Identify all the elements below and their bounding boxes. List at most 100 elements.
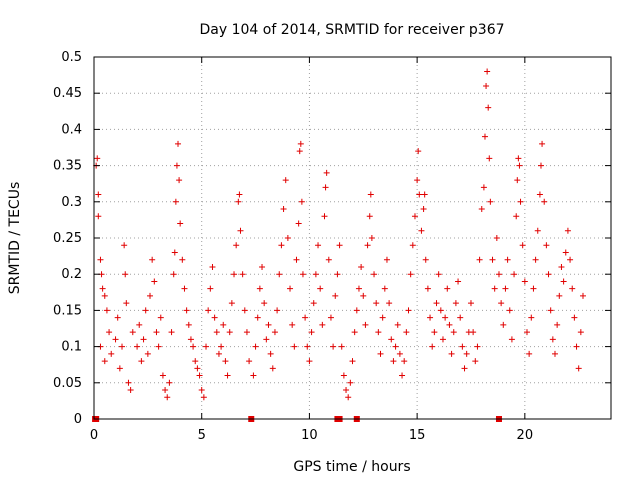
data-point: [442, 314, 449, 321]
data-point: [298, 198, 305, 205]
data-point: [336, 242, 343, 249]
data-point: [271, 329, 278, 336]
data-point: [405, 307, 412, 314]
data-point: [144, 350, 151, 357]
data-point: [360, 292, 367, 299]
data-point: [196, 372, 203, 379]
data-point: [476, 256, 483, 263]
x-tick-labels: 0 5 10 15 20: [90, 428, 533, 443]
data-point: [194, 365, 201, 372]
data-point: [322, 184, 329, 191]
data-point: [463, 350, 470, 357]
data-point: [330, 343, 337, 350]
data-point: [528, 314, 535, 321]
y-tick-label: 0.35: [53, 159, 82, 174]
data-point: [164, 394, 171, 401]
data-point: [203, 343, 210, 350]
data-point: [358, 263, 365, 270]
data-point: [259, 263, 266, 270]
data-point: [504, 256, 511, 263]
data-point: [295, 220, 302, 227]
data-point: [157, 314, 164, 321]
data-point: [122, 271, 129, 278]
data-point: [411, 213, 418, 220]
data-point: [562, 249, 569, 256]
data-point: [371, 271, 378, 278]
data-point: [420, 206, 427, 213]
y-tick-label: 0.3: [61, 195, 82, 210]
data-point: [534, 227, 541, 234]
data-point: [543, 242, 550, 249]
data-point: [287, 285, 294, 292]
data-point: [569, 285, 576, 292]
data-point: [116, 365, 123, 372]
x-axis-label: GPS time / hours: [293, 459, 410, 475]
data-point: [541, 198, 548, 205]
data-point: [312, 271, 319, 278]
data-point: [495, 271, 502, 278]
data-point: [431, 329, 438, 336]
chart-title: Day 104 of 2014, SRMTID for receiver p36…: [199, 22, 504, 38]
data-point: [280, 206, 287, 213]
data-point: [439, 336, 446, 343]
data-point: [228, 300, 235, 307]
data-point: [274, 307, 281, 314]
data-point: [250, 372, 257, 379]
data-point: [209, 263, 216, 270]
data-point: [367, 191, 374, 198]
data-point: [487, 198, 494, 205]
data-point: [101, 292, 108, 299]
data-point: [424, 285, 431, 292]
data-point: [345, 394, 352, 401]
data-point: [299, 271, 306, 278]
data-point: [293, 256, 300, 263]
data-point: [175, 140, 182, 147]
y-tick-label: 0.2: [61, 267, 82, 282]
data-point: [519, 242, 526, 249]
data-point: [332, 292, 339, 299]
data-point: [508, 336, 515, 343]
data-point: [364, 242, 371, 249]
data-point: [220, 321, 227, 328]
data-point: [114, 314, 121, 321]
data-point: [386, 300, 393, 307]
data-point: [237, 227, 244, 234]
data-point: [172, 198, 179, 205]
data-point: [224, 372, 231, 379]
x-tick-label: 5: [198, 428, 206, 443]
data-point: [409, 242, 416, 249]
data-point: [256, 285, 263, 292]
data-point: [493, 235, 500, 241]
data-point: [480, 184, 487, 191]
data-point: [564, 227, 571, 234]
x-tick-label: 10: [301, 428, 318, 443]
data-point: [549, 336, 556, 343]
data-point: [539, 140, 546, 147]
data-point: [567, 256, 574, 263]
data-point: [147, 292, 154, 299]
data-point: [575, 365, 582, 372]
data-point: [179, 256, 186, 263]
data-point: [403, 329, 410, 336]
data-point: [351, 329, 358, 336]
data-point: [396, 350, 403, 357]
axis-ticks: [93, 56, 611, 420]
data-point: [498, 300, 505, 307]
data-point: [269, 365, 276, 372]
data-point: [198, 387, 205, 394]
data-point: [282, 177, 289, 184]
data-point: [200, 394, 207, 401]
data-point: [421, 191, 428, 198]
data-point: [459, 343, 466, 350]
data-point: [171, 249, 178, 256]
data-point: [149, 256, 156, 263]
data-point: [414, 177, 421, 184]
data-point: [399, 372, 406, 379]
data-point: [491, 285, 498, 292]
data-point: [252, 343, 259, 350]
data-point: [554, 321, 561, 328]
data-point: [474, 343, 481, 350]
data-point: [547, 307, 554, 314]
data-point: [173, 162, 180, 169]
data-point: [159, 372, 166, 379]
